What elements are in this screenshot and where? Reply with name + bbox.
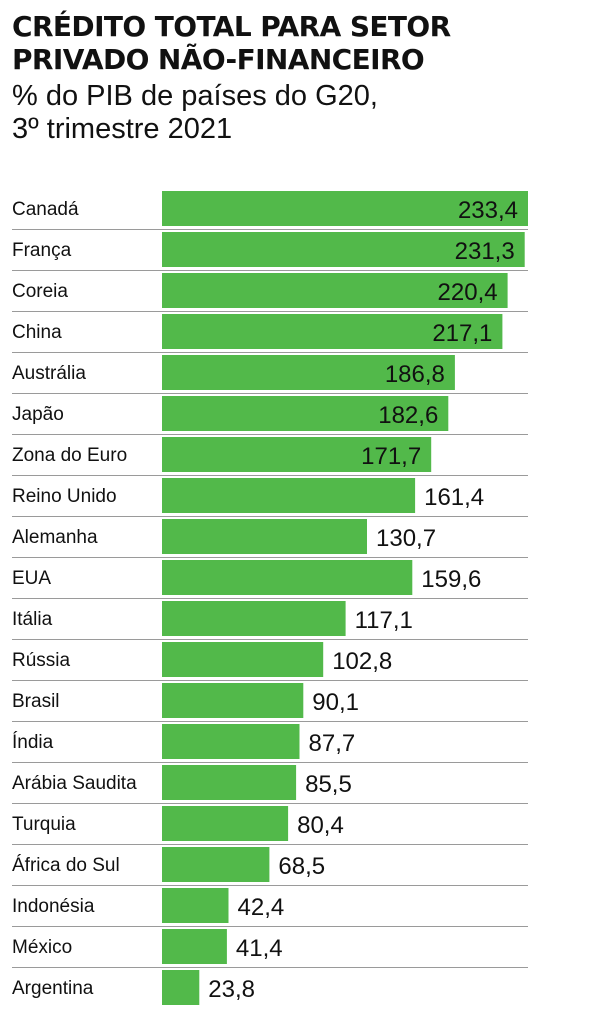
bar [162,314,503,349]
value-label: 231,3 [455,238,515,265]
title-line-1: CRÉDITO TOTAL PARA SETOR [12,10,451,43]
value-label: 130,7 [376,525,436,552]
bar [162,724,300,759]
bar [162,888,229,923]
category-label: Alemanha [12,527,98,548]
category-label: Austrália [12,363,86,384]
bar [162,929,227,964]
subtitle-line-2: 3º trimestre 2021 [12,113,233,145]
category-label: Arábia Saudita [12,773,137,794]
bar [162,232,525,267]
category-label: Índia [12,732,54,753]
bar [162,519,367,554]
category-label: Turquia [12,814,76,835]
category-label: Rússia [12,650,71,671]
value-label: 182,6 [378,402,438,429]
value-label: 161,4 [424,484,484,511]
value-label: 41,4 [236,935,283,962]
bar [162,437,432,472]
value-label: 102,8 [332,648,392,675]
bar [162,847,270,882]
bar [162,478,416,513]
value-label: 171,7 [361,443,421,470]
category-label: México [12,937,72,958]
category-label: EUA [12,568,51,589]
chart-title: CRÉDITO TOTAL PARA SETOR PRIVADO NÃO-FIN… [12,10,592,76]
category-label: Reino Unido [12,486,117,507]
value-label: 68,5 [278,853,325,880]
value-label: 117,1 [355,607,413,634]
subtitle-line-1: % do PIB de países do G20, [12,80,378,112]
bar [162,560,413,595]
bar [162,683,304,718]
value-label: 186,8 [385,361,445,388]
category-label: África do Sul [12,855,120,876]
category-label: Indonésia [12,896,95,917]
category-label: Itália [12,609,53,630]
value-label: 87,7 [309,730,356,757]
category-label: Coreia [12,281,68,302]
chart-subtitle: % do PIB de países do G20, 3º trimestre … [12,80,592,146]
value-label: 85,5 [305,771,352,798]
bar [162,273,508,308]
category-label: Brasil [12,691,60,712]
bar [162,642,324,677]
bar [162,396,449,431]
value-label: 220,4 [438,279,498,306]
bar [162,765,297,800]
category-label: Argentina [12,978,94,999]
category-label: Zona do Euro [12,445,127,466]
value-label: 217,1 [432,320,492,347]
category-label: França [12,240,72,261]
value-label: 233,4 [458,197,518,224]
category-label: China [12,322,62,343]
bar [162,970,200,1005]
value-label: 23,8 [208,976,255,1003]
bar-chart: Canadá 233,4 França 231,3 Coreia 220,4 China 21… [12,191,528,1005]
bar [162,355,455,390]
value-label: 80,4 [297,812,344,839]
bar [162,601,346,636]
value-label: 159,6 [421,566,481,593]
category-label: Canadá [12,199,79,220]
category-label: Japão [12,404,64,425]
bar [162,191,528,226]
title-line-2: PRIVADO NÃO-FINANCEIRO [12,43,425,76]
value-label: 90,1 [312,689,359,716]
value-label: 42,4 [238,894,285,921]
bar [162,806,289,841]
